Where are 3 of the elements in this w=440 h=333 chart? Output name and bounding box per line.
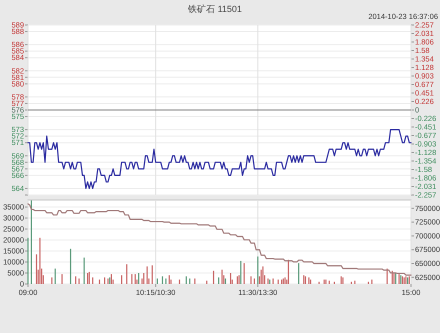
line-series bbox=[27, 203, 412, 276]
line-series bbox=[27, 129, 412, 190]
chart-title: 铁矿石 11501 bbox=[187, 4, 242, 14]
